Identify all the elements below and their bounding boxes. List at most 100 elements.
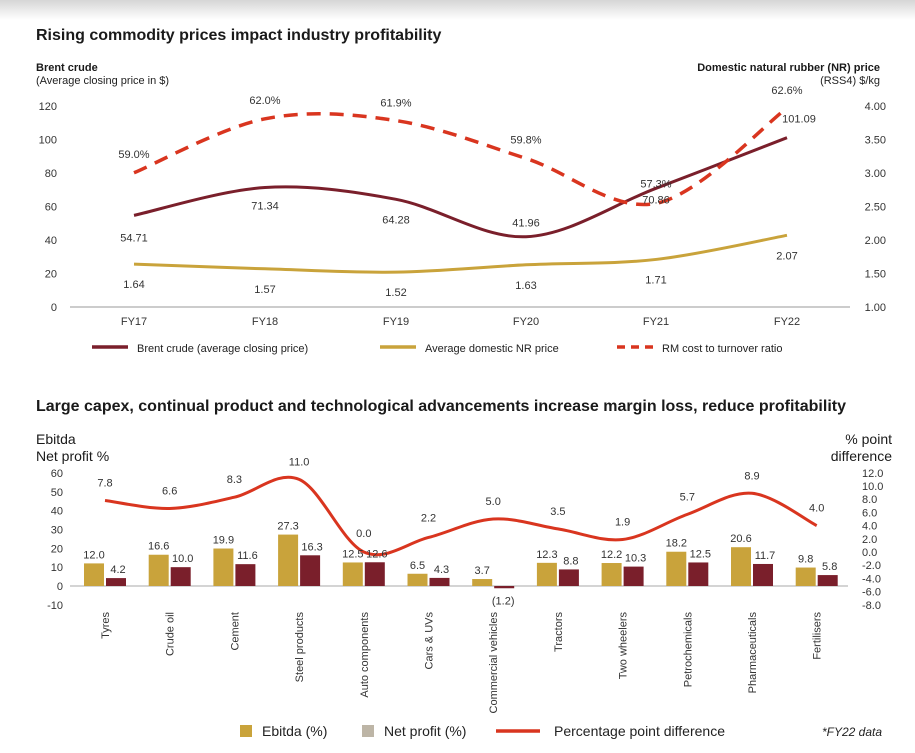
right-tick-label: -2.0 xyxy=(862,560,881,572)
difference-data-label: 7.8 xyxy=(97,478,112,490)
nr-data-label: 1.64 xyxy=(123,279,144,291)
ratio-data-label: 57.3% xyxy=(640,178,671,190)
right-tick-label: 8.0 xyxy=(862,494,877,506)
difference-data-label: 0.0 xyxy=(356,528,371,540)
right-tick-label: 3.00 xyxy=(865,168,886,180)
category-label: Tyres xyxy=(100,612,112,639)
left-axis-title: Brent crude xyxy=(36,62,98,74)
ebitda-data-label: 3.7 xyxy=(475,565,490,577)
difference-data-label: 5.7 xyxy=(680,491,695,503)
ebitda-data-label: 12.5 xyxy=(342,548,363,560)
ratio-data-label: 62.6% xyxy=(771,85,802,97)
brent-crude-line xyxy=(133,136,788,239)
ebitda-bar xyxy=(731,547,751,586)
difference-data-label: 8.9 xyxy=(744,470,759,482)
net-profit-data-label: (1.2) xyxy=(492,595,515,607)
brent-data-label: 41.96 xyxy=(512,218,540,230)
chart2-footnote: *FY22 data xyxy=(822,725,882,739)
left-tick-label: 40 xyxy=(45,235,57,247)
ratio-data-label: 62.0% xyxy=(249,95,280,107)
right-tick-label: 0.0 xyxy=(862,547,877,559)
left-axis-title-line: Net profit % xyxy=(36,448,109,464)
right-axis-subtitle: (RSS4) $/kg xyxy=(820,75,880,87)
left-tick-label: 0 xyxy=(51,302,57,314)
x-tick-label: FY18 xyxy=(252,316,278,328)
point-difference-line xyxy=(104,475,818,557)
difference-data-label: 11.0 xyxy=(289,456,310,468)
x-tick-label: FY22 xyxy=(774,316,800,328)
ebitda-data-label: 19.9 xyxy=(213,535,234,547)
ebitda-data-label: 18.2 xyxy=(666,538,687,550)
ebitda-data-label: 12.2 xyxy=(601,549,622,561)
ebitda-bar xyxy=(601,563,622,586)
net-profit-data-label: 12.5 xyxy=(690,548,711,560)
legend-label: Average domestic NR price xyxy=(425,343,559,355)
net-profit-data-label: 10.0 xyxy=(172,553,193,565)
ebitda-bar xyxy=(342,562,363,586)
ebitda-bar xyxy=(407,573,428,586)
ebitda-data-label: 20.6 xyxy=(730,533,751,545)
category-label: Cars & UVs xyxy=(424,612,436,670)
difference-data-label: 8.3 xyxy=(227,474,242,486)
nr-price-line xyxy=(133,233,788,274)
ratio-data-label: 61.9% xyxy=(380,98,411,110)
category-label: Commercial vehicles xyxy=(488,612,500,714)
ebitda-data-label: 16.6 xyxy=(148,541,169,553)
left-axis-subtitle: (Average closing price in $) xyxy=(36,75,169,87)
legend-label: RM cost to turnover ratio xyxy=(662,343,782,355)
ebitda-data-label: 6.5 xyxy=(410,560,425,572)
chart1-title: Rising commodity prices impact industry … xyxy=(36,27,442,44)
net-profit-bar xyxy=(364,562,385,586)
ebitda-bar xyxy=(536,562,557,586)
net-profit-data-label: 5.8 xyxy=(822,561,837,573)
right-tick-label: -8.0 xyxy=(862,600,881,612)
ratio-data-label: 59.8% xyxy=(510,134,541,146)
net-profit-data-label: 11.7 xyxy=(755,550,776,562)
net-profit-bar xyxy=(235,564,256,586)
right-tick-label: 2.50 xyxy=(865,202,886,214)
legend-label: Percentage point difference xyxy=(554,723,725,739)
right-tick-label: 3.50 xyxy=(865,135,886,147)
right-tick-label: -4.0 xyxy=(862,573,881,585)
category-label: Tractors xyxy=(553,612,565,652)
left-axis-title-line: Ebitda xyxy=(36,431,76,447)
ebitda-bar xyxy=(278,534,299,586)
nr-data-label: 2.07 xyxy=(776,250,797,262)
brent-data-label: 101.09 xyxy=(782,114,816,126)
net-profit-bar xyxy=(429,577,450,586)
legend-swatch xyxy=(362,725,374,737)
legend-label: Ebitda (%) xyxy=(262,723,327,739)
category-label: Fertilisers xyxy=(812,612,824,660)
ebitda-bar xyxy=(148,554,169,586)
difference-data-label: 2.2 xyxy=(421,512,436,524)
ebitda-data-label: 12.3 xyxy=(536,549,557,561)
net-profit-bar xyxy=(300,555,321,586)
category-label: Two wheelers xyxy=(618,612,630,680)
category-label: Petrochemicals xyxy=(682,612,694,688)
chart2-title: Large capex, continual product and techn… xyxy=(36,398,846,415)
commodity-prices-chart: Rising commodity prices impact industry … xyxy=(36,27,886,355)
right-tick-label: 1.50 xyxy=(865,269,886,281)
brent-data-label: 54.71 xyxy=(120,232,148,244)
ebitda-bar xyxy=(472,579,493,586)
brent-data-label: 71.34 xyxy=(251,201,279,213)
right-tick-label: -6.0 xyxy=(862,587,881,599)
net-profit-bar xyxy=(688,562,709,586)
net-profit-bar xyxy=(753,563,773,586)
right-axis-title-line: difference xyxy=(831,448,892,464)
left-tick-label: 20 xyxy=(51,543,63,555)
left-tick-label: 10 xyxy=(51,562,63,574)
left-tick-label: 100 xyxy=(39,135,57,147)
net-profit-bar xyxy=(494,586,515,589)
net-profit-bar xyxy=(623,566,644,586)
left-tick-label: 60 xyxy=(45,202,57,214)
right-axis-title: Domestic natural rubber (NR) price xyxy=(697,62,880,74)
legend-label: Net profit (%) xyxy=(384,723,466,739)
x-tick-label: FY19 xyxy=(383,316,409,328)
ratio-data-label: 59.0% xyxy=(118,149,149,161)
ebitda-bar xyxy=(666,551,687,586)
category-label: Cement xyxy=(229,612,241,651)
left-tick-label: 120 xyxy=(39,101,57,113)
category-label: Auto components xyxy=(359,612,371,698)
